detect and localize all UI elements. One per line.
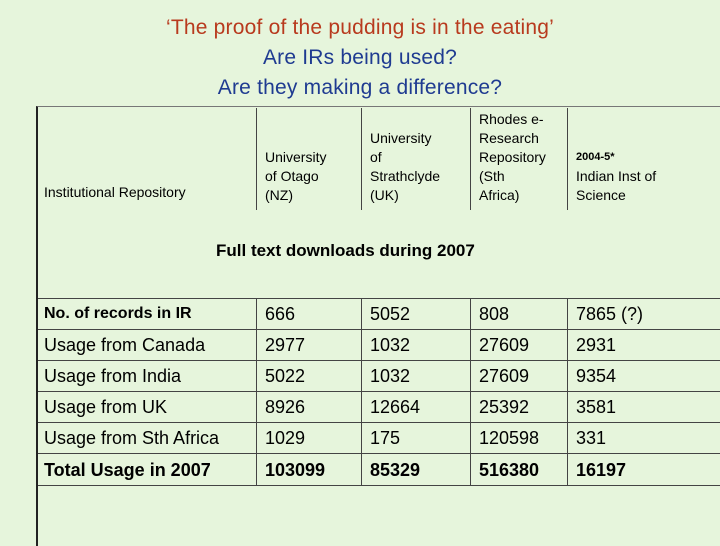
table-cell: 175 (370, 428, 401, 448)
table-cell: 1032 (370, 335, 411, 355)
header-line: University (265, 149, 327, 165)
table-cell: 25392 (479, 397, 530, 417)
column-divider (361, 298, 362, 485)
row-divider (38, 360, 720, 361)
table-cell: 27609 (479, 366, 530, 386)
header-col-rhodes: Rhodes e- Research Repository (Sth Afric… (479, 110, 546, 205)
header-line: (NZ) (265, 187, 293, 203)
table-cell-total: 103099 (265, 460, 326, 480)
row-label: Usage from UK (44, 397, 168, 417)
header-line: Strathclyde (370, 168, 441, 184)
header-col-strathclyde: University of Strathclyde (UK) (370, 129, 440, 205)
table-frame (36, 106, 720, 546)
header-line: University (370, 130, 432, 146)
row-label: No. of records in IR (44, 305, 192, 322)
table-cell: 666 (265, 304, 296, 324)
header-col-otago: University of Otago (NZ) (265, 148, 326, 205)
header-divider (567, 108, 568, 210)
table-cell: 8926 (265, 397, 306, 417)
table-cell: 3581 (576, 397, 617, 417)
table-cell: 2977 (265, 335, 306, 355)
table-cell: 5022 (265, 366, 306, 386)
header-corner-label: Institutional Repository (44, 184, 186, 200)
row-label: Usage from India (44, 366, 182, 386)
header-line: of (370, 149, 382, 165)
column-divider (256, 298, 257, 485)
header-line: (UK) (370, 187, 399, 203)
table-cell: 808 (479, 304, 510, 324)
header-note: 2004-5* (576, 151, 615, 163)
header-line: Science (576, 187, 626, 203)
header-divider (470, 108, 471, 210)
table-section-title: Full text downloads during 2007 (216, 241, 475, 260)
header-line: Repository (479, 149, 546, 165)
row-label: Usage from Canada (44, 335, 206, 355)
slide-title: ‘The proof of the pudding is in the eati… (165, 16, 555, 39)
row-divider (38, 422, 720, 423)
row-divider (38, 453, 720, 454)
table-cell: 331 (576, 428, 607, 448)
table-cell: 1029 (265, 428, 306, 448)
header-line: Indian Inst of (576, 168, 657, 184)
table-cell-total: 85329 (370, 460, 421, 480)
header-line: (Sth (479, 168, 505, 184)
table-cell: 27609 (479, 335, 530, 355)
row-label: Usage from Sth Africa (44, 428, 220, 448)
table-cell: 5052 (370, 304, 411, 324)
table-cell-total: 16197 (576, 460, 627, 480)
header-divider (256, 108, 257, 210)
row-divider (38, 329, 720, 330)
header-line: Rhodes e- (479, 111, 544, 127)
table-cell: 2931 (576, 335, 617, 355)
row-label-total: Total Usage in 2007 (44, 460, 211, 480)
row-divider (38, 298, 720, 299)
row-divider (38, 391, 720, 392)
slide-subtitle-question-2: Are they making a difference? (217, 76, 503, 99)
row-divider (38, 485, 720, 486)
table-cell: 7865 (?) (576, 304, 644, 324)
slide-subtitle-question-1: Are IRs being used? (262, 46, 458, 69)
header-line: Research (479, 130, 539, 146)
header-divider (361, 108, 362, 210)
table-cell-total: 516380 (479, 460, 540, 480)
header-line: Africa) (479, 187, 520, 203)
header-line: of Otago (265, 168, 319, 184)
header-col-iisc: 2004-5* Indian Inst of Science (576, 148, 656, 205)
column-divider (567, 298, 568, 485)
table-cell: 1032 (370, 366, 411, 386)
column-divider (470, 298, 471, 485)
table-cell: 12664 (370, 397, 421, 417)
table-cell: 9354 (576, 366, 617, 386)
table-cell: 120598 (479, 428, 540, 448)
